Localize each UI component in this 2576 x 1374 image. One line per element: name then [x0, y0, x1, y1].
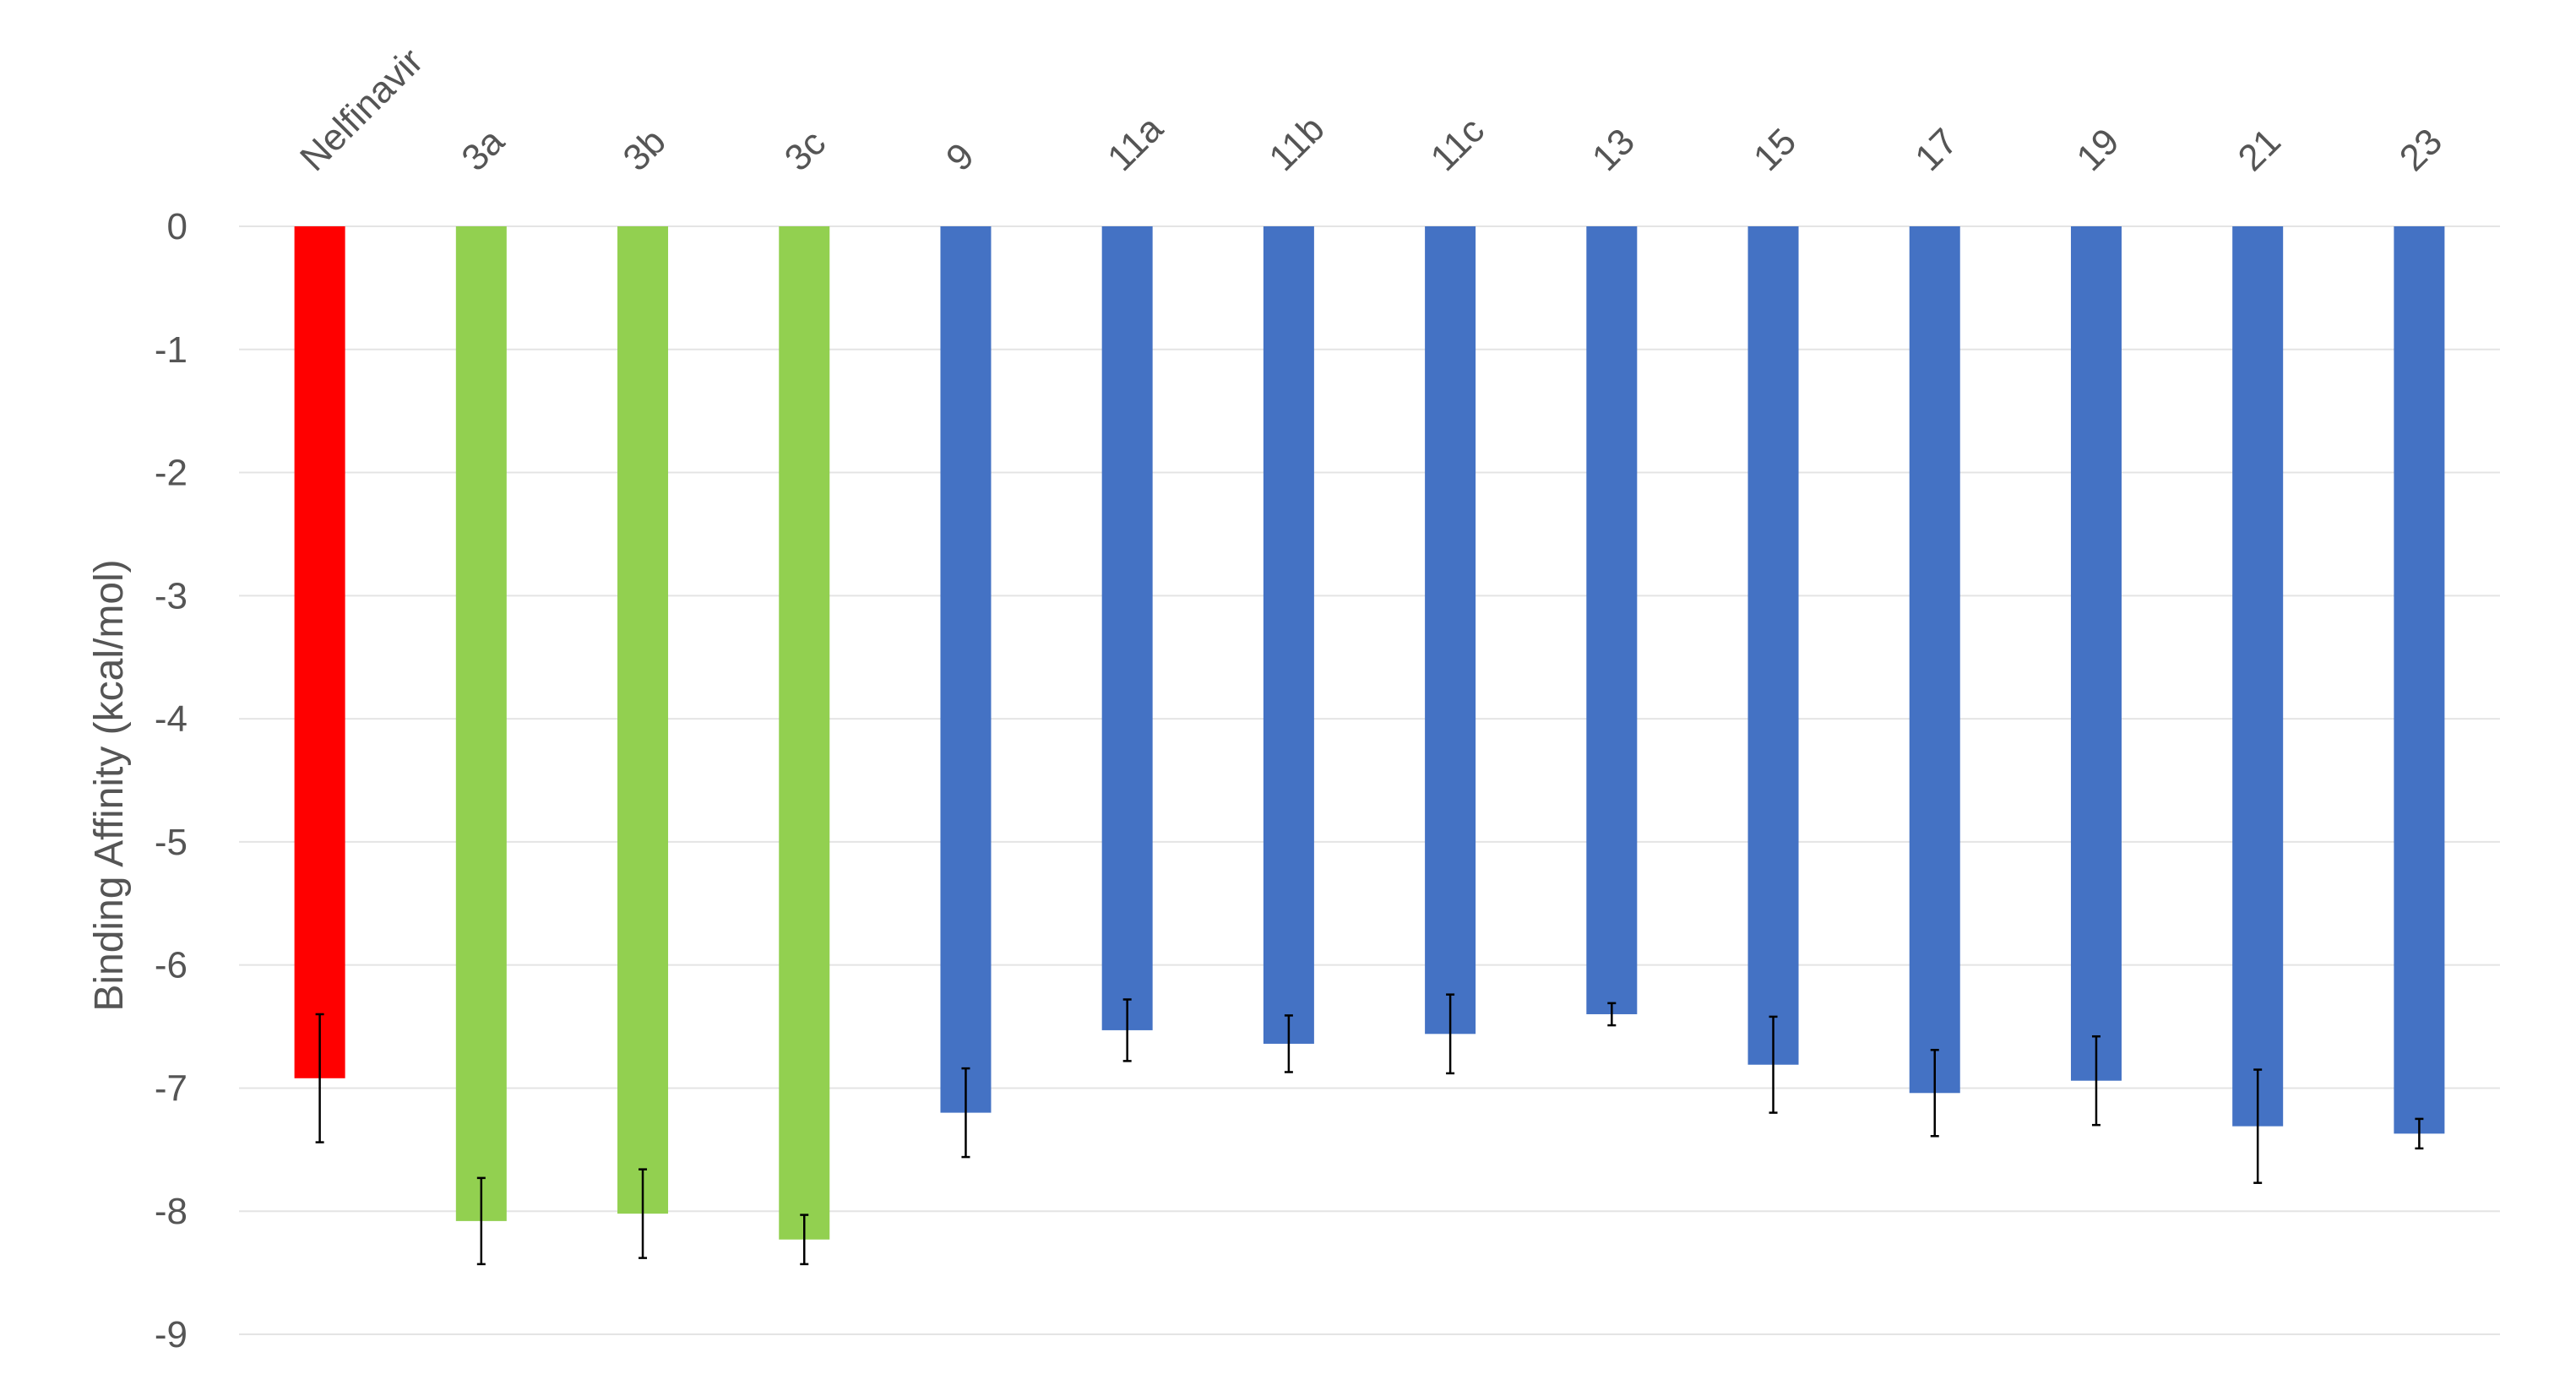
error-bar [2415, 1117, 2424, 1150]
bar [2070, 226, 2122, 1081]
y-tick-label: -7 [155, 1067, 187, 1109]
bar [940, 226, 992, 1113]
bar [1101, 226, 1153, 1030]
category-label: 19 [2068, 121, 2127, 179]
bar [1909, 226, 1960, 1094]
error-bar [1607, 1002, 1617, 1027]
gridlines [239, 225, 2500, 1335]
category-label: 11b [1261, 108, 1332, 179]
category-label: 11c [1423, 110, 1493, 180]
error-bar [639, 1168, 648, 1259]
error-bar [1446, 993, 1455, 1075]
bar [294, 226, 345, 1078]
bar [1425, 226, 1476, 1035]
y-tick-label: -3 [155, 575, 187, 616]
error-bar [1122, 998, 1132, 1062]
y-tick-label: -4 [155, 698, 187, 740]
y-tick-label: -9 [155, 1314, 187, 1355]
y-axis-ticks: 0 -1 -2 -3 -4 -5 -6 -7 -8 -9 [155, 206, 187, 1355]
bar [455, 226, 507, 1221]
y-tick-label: 0 [167, 206, 187, 247]
x-axis-categories: Nelfinavir 3a 3b 3c 9 11a 11b 11c 13 15 17 19 21 23 [292, 41, 2450, 179]
bar [1263, 226, 1314, 1044]
category-label: 3b [615, 121, 673, 179]
bar [617, 226, 669, 1214]
error-bar [961, 1067, 970, 1159]
error-bars [315, 993, 2424, 1266]
y-tick-label: -1 [155, 329, 187, 371]
category-label: 3a [454, 120, 513, 179]
category-label: 11a [1100, 107, 1171, 179]
category-label: 17 [1907, 121, 1965, 179]
y-axis-label: Binding Affinity (kcal/mol) [87, 559, 132, 1011]
y-tick-label: -8 [155, 1191, 187, 1232]
category-label: Nelfinavir [292, 41, 431, 179]
error-bar [2091, 1035, 2100, 1127]
error-bar [800, 1214, 809, 1266]
category-label: 3c [777, 122, 834, 180]
bar [1586, 226, 1638, 1014]
category-label: 13 [1584, 121, 1643, 179]
category-label: 21 [2231, 121, 2289, 179]
error-bar [2253, 1068, 2263, 1184]
bar [779, 226, 830, 1240]
bar [2394, 226, 2445, 1134]
error-bar [1769, 1015, 1778, 1114]
category-label: 9 [938, 135, 982, 179]
error-bar [1930, 1049, 1939, 1138]
error-bar [476, 1176, 486, 1266]
y-tick-label: -6 [155, 945, 187, 986]
bars [294, 226, 2445, 1240]
bar [2232, 226, 2284, 1127]
error-bar [315, 1013, 324, 1143]
category-label: 15 [1746, 121, 1804, 179]
error-bar [1284, 1014, 1293, 1073]
category-label: 23 [2392, 121, 2450, 179]
bar [1747, 226, 1799, 1065]
y-tick-label: -5 [155, 822, 187, 863]
y-tick-label: -2 [155, 453, 187, 494]
